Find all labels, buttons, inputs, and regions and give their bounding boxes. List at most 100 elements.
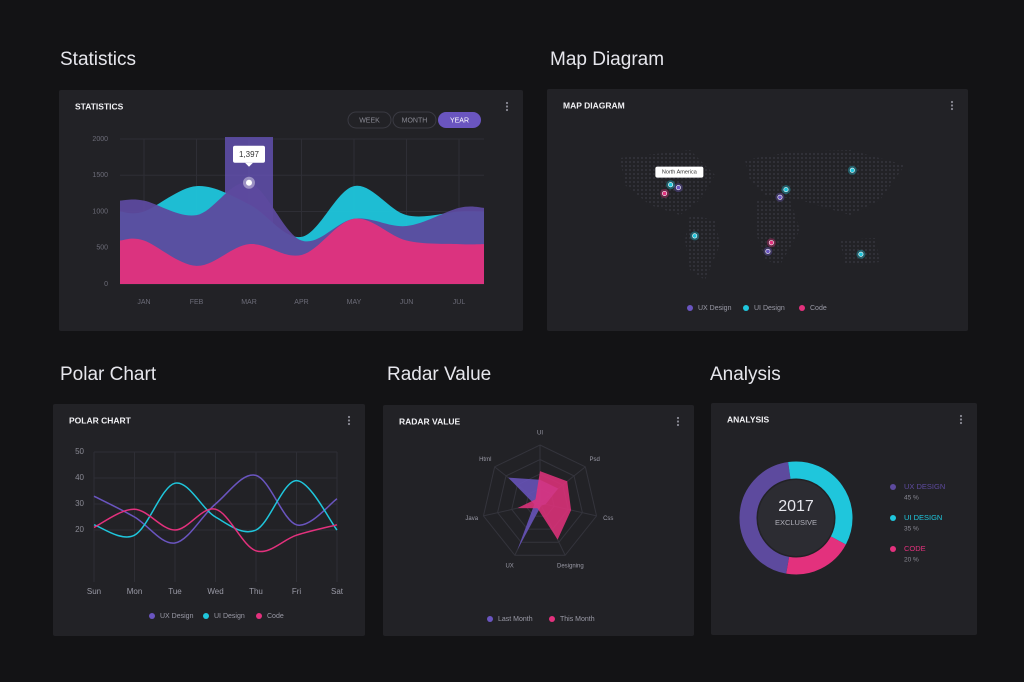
radar-axis-label: UX [505,564,513,570]
radar-axis-label: Java [465,516,478,522]
card-title: RADAR VALUE [399,416,461,426]
menu-dot[interactable] [505,101,509,105]
continent [685,215,720,280]
section-title: Statistics [60,49,136,70]
continent [745,150,905,215]
tab[interactable] [392,111,437,129]
x-tick-label: Fri [292,587,302,596]
menu-dot[interactable] [950,104,954,107]
value-label: 45 % [904,495,919,502]
menu-dot[interactable] [950,107,954,111]
legend-dot [890,484,896,490]
legend-label: Last Month [498,616,533,623]
center-title: 2017 [778,498,814,515]
x-tick-label: Sat [331,587,344,596]
legend-label: This Month [560,616,595,623]
y-tick-label: 500 [96,245,108,252]
legend-label: UI Design [214,613,245,620]
menu-dot[interactable] [676,420,680,423]
radar-axis-label: Psd [590,457,600,463]
legend-dot [799,305,805,311]
donut-center [758,480,834,556]
y-tick-label: 40 [75,473,84,482]
donut-segment [788,461,853,545]
map-point[interactable] [668,182,674,188]
map-point[interactable] [849,167,855,173]
tooltip-point-core [246,179,252,186]
tooltip-label: 1,397 [239,150,260,159]
menu-dot[interactable] [347,415,351,419]
radar-axis-label: Html [479,457,491,463]
y-tick-label: 20 [75,525,84,534]
x-tick-label: MAR [241,299,257,306]
map-point[interactable] [675,185,681,191]
continent [620,150,715,215]
y-tick-label: 1000 [92,208,108,215]
menu-dot[interactable] [505,105,509,108]
tab[interactable] [438,112,481,128]
tab[interactable] [347,111,392,129]
menu-dot[interactable] [950,100,954,104]
card-title: POLAR CHART [69,415,132,425]
legend-label: CODE [904,544,926,553]
x-tick-label: Sun [87,587,101,596]
radar-ring [497,458,583,543]
map-point[interactable] [768,240,774,246]
menu-dot[interactable] [959,418,963,421]
world-map [620,150,905,280]
map-point[interactable] [692,233,698,239]
section-title: Polar Chart [60,364,157,385]
line [93,474,338,544]
legend-label: UI DESIGN [904,513,942,522]
menu-dot[interactable] [347,422,351,426]
y-tick-label: 50 [75,447,84,456]
legend-label: UX Design [698,305,732,312]
card [53,404,365,636]
map-point[interactable] [662,190,668,196]
x-tick-label: MAY [347,299,362,306]
legend-dot [487,616,493,622]
menu-dot[interactable] [676,423,680,427]
x-tick-label: FEB [190,299,204,306]
y-tick-label: 0 [104,281,108,288]
x-tick-label: JAN [137,299,150,306]
card [383,405,694,636]
menu-dot[interactable] [959,414,963,418]
menu-dot[interactable] [676,416,680,420]
value-label: 35 % [904,526,919,533]
tab-label[interactable]: WEEK [359,117,380,124]
radar-axis-label: Css [603,516,613,522]
legend-label: Code [810,305,827,312]
map-point[interactable] [783,187,789,193]
card-title: MAP DIAGRAM [563,100,625,110]
section-title: Analysis [710,364,781,385]
x-tick-label: Wed [207,587,223,596]
menu-dot[interactable] [347,419,351,422]
legend-dot [549,616,555,622]
legend-label: UX DESIGN [904,482,945,491]
x-tick-label: JUL [453,299,466,306]
legend-dot [687,305,693,311]
radar-area [517,471,572,540]
x-tick-label: APR [294,299,308,306]
legend-dot [890,515,896,521]
menu-dot[interactable] [959,421,963,425]
continent [755,200,800,265]
tab-label[interactable]: YEAR [450,117,469,124]
x-tick-label: Mon [127,587,143,596]
map-point[interactable] [777,194,783,200]
legend-label: UI Design [754,305,785,312]
menu-dot[interactable] [505,108,509,112]
map-tooltip [655,166,704,178]
section-title: Map Diagram [550,49,664,70]
x-tick-label: Thu [249,587,263,596]
x-tick-label: JUN [400,299,414,306]
map-point[interactable] [765,248,771,254]
tab-label[interactable]: MONTH [402,117,428,124]
legend-label: UX Design [160,613,194,620]
line [93,479,338,538]
legend-dot [149,613,155,619]
legend-dot [890,546,896,552]
tooltip-tail [245,162,253,167]
map-point[interactable] [858,251,864,257]
